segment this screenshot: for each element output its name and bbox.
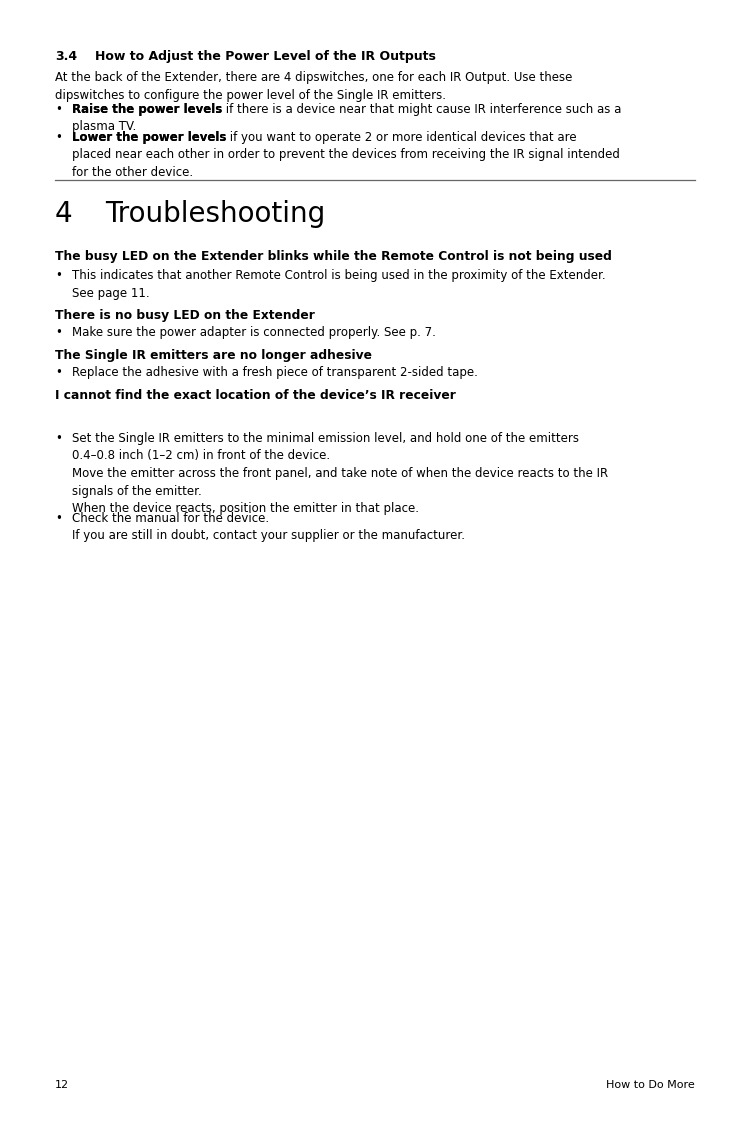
- Text: •: •: [55, 327, 62, 339]
- Text: How to Do More: How to Do More: [607, 1080, 695, 1089]
- Text: Lower the power levels: Lower the power levels: [72, 131, 227, 144]
- Text: The busy LED on the Extender blinks while the Remote Control is not being used: The busy LED on the Extender blinks whil…: [55, 250, 612, 263]
- Text: if you want to operate 2 or more identical devices that are: if you want to operate 2 or more identic…: [227, 131, 577, 144]
- Text: I cannot find the exact location of the device’s IR receiver: I cannot find the exact location of the …: [55, 389, 456, 402]
- Text: Set the Single IR emitters to the minimal emission level, and hold one of the em: Set the Single IR emitters to the minima…: [72, 432, 608, 515]
- Text: There is no busy LED on the Extender: There is no busy LED on the Extender: [55, 309, 315, 322]
- Text: 4: 4: [55, 200, 73, 228]
- Text: 3.4: 3.4: [55, 50, 77, 63]
- Text: placed near each other in order to prevent the devices from receiving the IR sig: placed near each other in order to preve…: [72, 148, 620, 178]
- Text: 12: 12: [55, 1080, 69, 1089]
- Text: •: •: [55, 269, 62, 282]
- Text: How to Adjust the Power Level of the IR Outputs: How to Adjust the Power Level of the IR …: [95, 50, 436, 63]
- Text: Raise the power levels: Raise the power levels: [72, 103, 222, 116]
- Text: At the back of the Extender, there are 4 dipswitches, one for each IR Output. Us: At the back of the Extender, there are 4…: [55, 71, 572, 101]
- Text: Raise the power levels: Raise the power levels: [72, 103, 222, 116]
- Text: Troubleshooting: Troubleshooting: [105, 200, 325, 228]
- Text: Replace the adhesive with a fresh piece of transparent 2-sided tape.: Replace the adhesive with a fresh piece …: [72, 366, 478, 379]
- Text: Check the manual for the device.
If you are still in doubt, contact your supplie: Check the manual for the device. If you …: [72, 512, 465, 543]
- Text: •: •: [55, 366, 62, 379]
- Text: •: •: [55, 512, 62, 525]
- Text: The Single IR emitters are no longer adhesive: The Single IR emitters are no longer adh…: [55, 349, 372, 362]
- Text: if there is a device near that might cause IR interference such as a: if there is a device near that might cau…: [222, 103, 622, 116]
- Text: This indicates that another Remote Control is being used in the proximity of the: This indicates that another Remote Contr…: [72, 269, 606, 300]
- Text: Lower the power levels: Lower the power levels: [72, 131, 227, 144]
- Text: •: •: [55, 432, 62, 445]
- Text: •: •: [55, 103, 62, 116]
- Text: plasma TV.: plasma TV.: [72, 120, 136, 134]
- Text: Make sure the power adapter is connected properly. See p. 7.: Make sure the power adapter is connected…: [72, 327, 436, 339]
- Text: •: •: [55, 131, 62, 144]
